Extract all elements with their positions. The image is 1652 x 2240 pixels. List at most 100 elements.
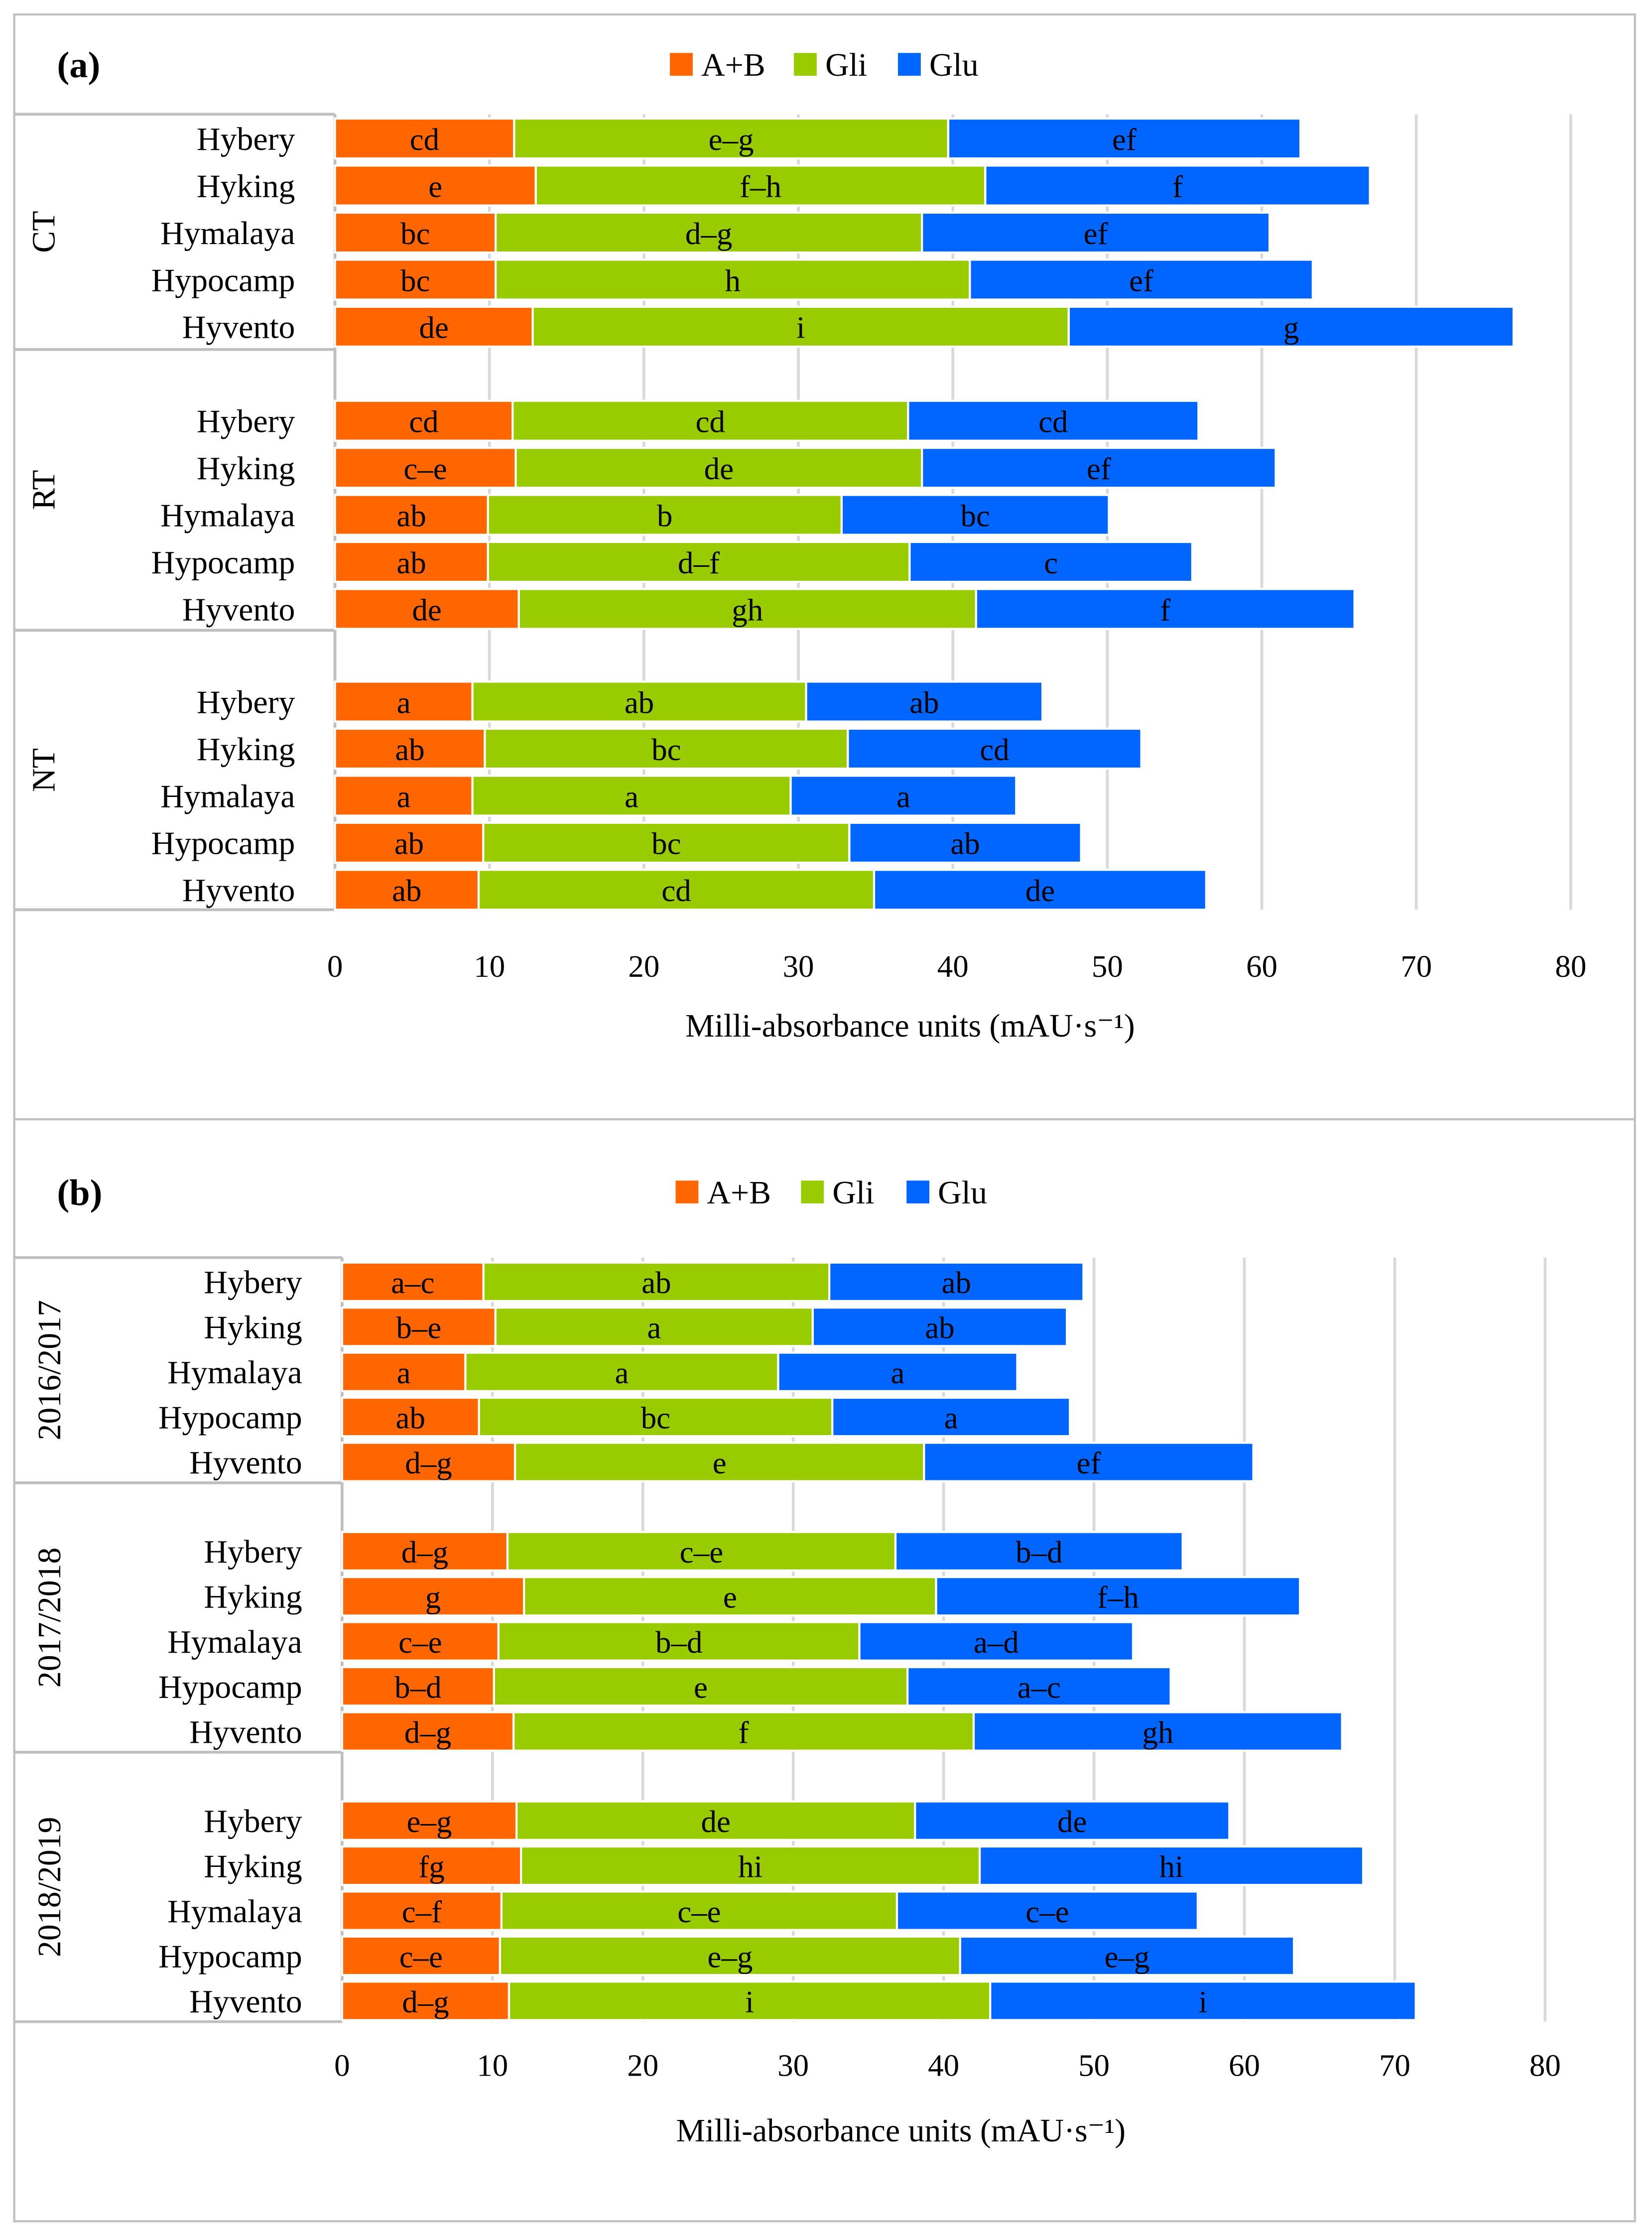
data-label: a: [647, 1311, 661, 1345]
bar-segment-Glu: [935, 1576, 1301, 1617]
data-label: a–d: [974, 1625, 1019, 1660]
data-label: cd: [980, 732, 1009, 767]
bar-segment-Gli: [513, 1442, 925, 1482]
data-label: ef: [1087, 451, 1111, 486]
x-tick-label: 70: [1379, 2048, 1410, 2083]
data-label: ab: [909, 685, 939, 720]
data-label: a: [891, 1355, 905, 1390]
bar-segment-Glu: [975, 588, 1356, 630]
data-label: cd: [696, 404, 725, 439]
category-label: Hyvento: [189, 1714, 302, 1750]
category-label: Hypocamp: [151, 825, 295, 862]
legend-swatch-Glu: [906, 1181, 929, 1203]
legend-label: Glu: [929, 47, 979, 83]
bar-segment-Glu: [848, 821, 1082, 864]
data-label: ab: [395, 732, 424, 767]
bar-segment-A+B: [334, 680, 474, 723]
bar-segment-A+B: [341, 1351, 467, 1392]
data-label: f: [1172, 169, 1183, 204]
data-label: ef: [1112, 122, 1137, 157]
category-label: Hypocamp: [151, 262, 295, 298]
group-label: 2017/2018: [31, 1548, 68, 1688]
data-label: de: [419, 310, 448, 345]
category-label: Hyvento: [182, 872, 295, 909]
x-tick-label: 40: [937, 949, 969, 984]
bar-segment-Gli: [487, 494, 843, 536]
x-tick-label: 60: [1229, 2048, 1260, 2083]
legend-swatch-Glu: [898, 53, 921, 76]
category-label: Hymalaya: [167, 1354, 302, 1391]
category-label: Hyking: [204, 1848, 302, 1884]
category-label: Hyking: [204, 1579, 302, 1615]
group-label: RT: [26, 470, 62, 510]
bar-segment-Gli: [482, 821, 851, 864]
category-label: Hybery: [204, 1264, 302, 1301]
data-label: e–g: [407, 1804, 452, 1839]
data-label: a: [397, 1355, 411, 1390]
data-label: b–d: [655, 1625, 702, 1660]
data-label: d–f: [678, 545, 720, 580]
data-label: e: [428, 169, 442, 204]
data-label: f–h: [1097, 1580, 1139, 1615]
bar-segment-Gli: [493, 1666, 909, 1707]
bar-segment-Gli: [494, 211, 923, 254]
data-label: gh: [1142, 1715, 1173, 1750]
data-label: bc: [400, 216, 430, 251]
bar-segment-Glu: [921, 446, 1277, 489]
bar-segment-Gli: [515, 1800, 916, 1841]
bar-segment-A+B: [334, 164, 537, 207]
bar-segment-Glu: [828, 1261, 1085, 1303]
data-label: a: [944, 1401, 958, 1436]
data-label: a–c: [391, 1265, 434, 1300]
bar-segment-Gli: [508, 1980, 992, 2021]
bar-segment-Glu: [989, 1980, 1417, 2021]
x-tick-label: 60: [1246, 949, 1277, 984]
data-label: hi: [738, 1849, 762, 1884]
x-tick-label: 20: [627, 2048, 658, 2083]
data-label: ef: [1077, 1446, 1101, 1480]
data-label: c–e: [1025, 1894, 1069, 1929]
category-label: Hyking: [197, 168, 295, 204]
bar-segment-Gli: [477, 869, 876, 911]
data-label: a: [615, 1355, 629, 1390]
bar-segment-A+B: [334, 540, 489, 583]
data-label: e: [694, 1670, 708, 1705]
bar-segment-Glu: [906, 1666, 1172, 1707]
data-label: d–g: [404, 1715, 451, 1750]
bar-segment-A+B: [341, 1621, 500, 1662]
bar-segment-Glu: [908, 540, 1194, 583]
x-tick-label: 20: [628, 949, 659, 984]
bar-segment-Glu: [921, 211, 1271, 254]
category-label: Hybery: [197, 121, 295, 157]
category-label: Hymalaya: [167, 1893, 302, 1930]
bar-segment-A+B: [341, 1845, 522, 1886]
bar-segment-A+B: [334, 305, 534, 348]
data-label: gh: [732, 592, 763, 627]
data-label: i: [1199, 1984, 1207, 2019]
bar-segment-Gli: [497, 1621, 861, 1662]
bar-segment-Glu: [789, 775, 1017, 817]
data-label: ab: [396, 545, 426, 580]
group-label: 2018/2019: [31, 1817, 68, 1957]
legend-swatch-A+B: [675, 1181, 699, 1203]
data-label: cd: [409, 404, 438, 439]
category-label: Hyvento: [182, 591, 295, 628]
x-tick-label: 30: [777, 2048, 809, 2083]
data-label: de: [704, 451, 734, 486]
data-label: ab: [925, 1311, 954, 1345]
x-tick-label: 0: [327, 949, 343, 984]
bar-segment-A+B: [341, 1531, 509, 1572]
category-label: Hyvento: [189, 1983, 302, 2020]
category-label: Hypocamp: [158, 1938, 302, 1975]
data-label: e: [713, 1446, 727, 1480]
data-label: bc: [641, 1401, 670, 1436]
data-label: a: [397, 779, 411, 814]
bar-segment-Glu: [831, 1396, 1071, 1438]
bar-segment-Glu: [914, 1800, 1231, 1841]
data-label: b–d: [1016, 1535, 1062, 1570]
data-label: c–f: [402, 1894, 442, 1929]
bar-segment-A+B: [341, 1261, 485, 1303]
bar-segment-Gli: [482, 1261, 831, 1303]
bar-segment-Gli: [500, 1890, 898, 1931]
